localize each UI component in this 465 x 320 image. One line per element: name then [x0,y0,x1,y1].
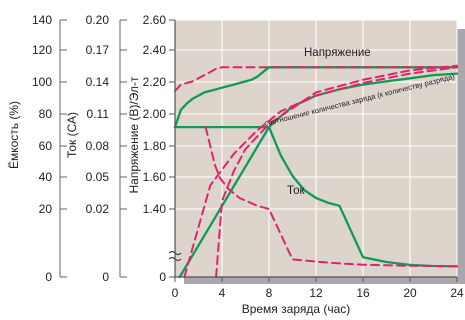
voltage-tick-label: 2.60 [143,13,167,27]
capacity-tick-label: 40 [39,170,53,184]
voltage-tick-label: 1.80 [143,139,167,153]
dashed-series-line-7 [215,64,458,278]
voltage-tick-label: 1.40 [143,202,167,216]
x-tick-label: 24 [450,286,464,300]
capacity-tick-label: 20 [39,202,53,216]
series-group [173,64,459,279]
current-annotation: Ток [287,185,306,197]
x-tick-label: 0 [172,286,179,300]
capacity-tick-label: 80 [39,107,53,121]
dashed-series-line-4 [174,66,458,92]
x-tick-label: 12 [309,286,323,300]
capacity-tick-label: 100 [32,75,52,89]
capacity-tick-label: 60 [39,139,53,153]
capacity-tick-label: 0 [45,270,52,284]
voltage-tick-label: 2.00 [143,107,167,121]
x-axis-title: Время заряда (час) [242,302,351,316]
capacity-tick-label: 140 [32,13,52,27]
current-tick-label: 0.05 [86,170,110,184]
voltage-tick-label: 2.20 [143,75,167,89]
axes: 2.60 2.40 2.20 2.00 1.80 1.60 1.40 0 0.20 0.17 0.1… [32,13,464,300]
axis-break-icon [168,250,182,262]
current-tick-label: 0.14 [86,75,110,89]
voltage-tick-label: 2.40 [143,43,167,57]
dashed-series-line-5 [204,126,458,268]
voltage-axis-title: Напряжение (В)/Эл-т [127,76,141,193]
x-tick-label: 4 [219,286,226,300]
x-tick-label: 8 [266,286,273,300]
current-tick-label: 0 [102,270,109,284]
current-tick-label: 0.02 [86,202,110,216]
current-tick-label: 0.20 [86,13,110,27]
capacity-tick-label: 120 [32,43,52,57]
current-tick-label: 0.17 [86,43,110,57]
axis-break-stroke [168,250,182,256]
current-tick-label: 0.11 [87,107,110,121]
current-axis-title: Ток (СА) [65,112,79,158]
voltage-tick-label: 1.60 [143,170,167,184]
voltage-tick-label: 0 [159,270,166,284]
x-tick-label: 20 [403,286,417,300]
x-tick-label: 16 [356,286,370,300]
axis-break-stroke [168,256,182,262]
capacity-axis-title: Ёмкость (%) [7,101,21,169]
dashed-series-line-6 [183,66,458,278]
voltage-annotation: Напряжение [304,47,371,59]
current-tick-label: 0.08 [86,139,110,153]
solid-series-line-2 [173,125,459,268]
